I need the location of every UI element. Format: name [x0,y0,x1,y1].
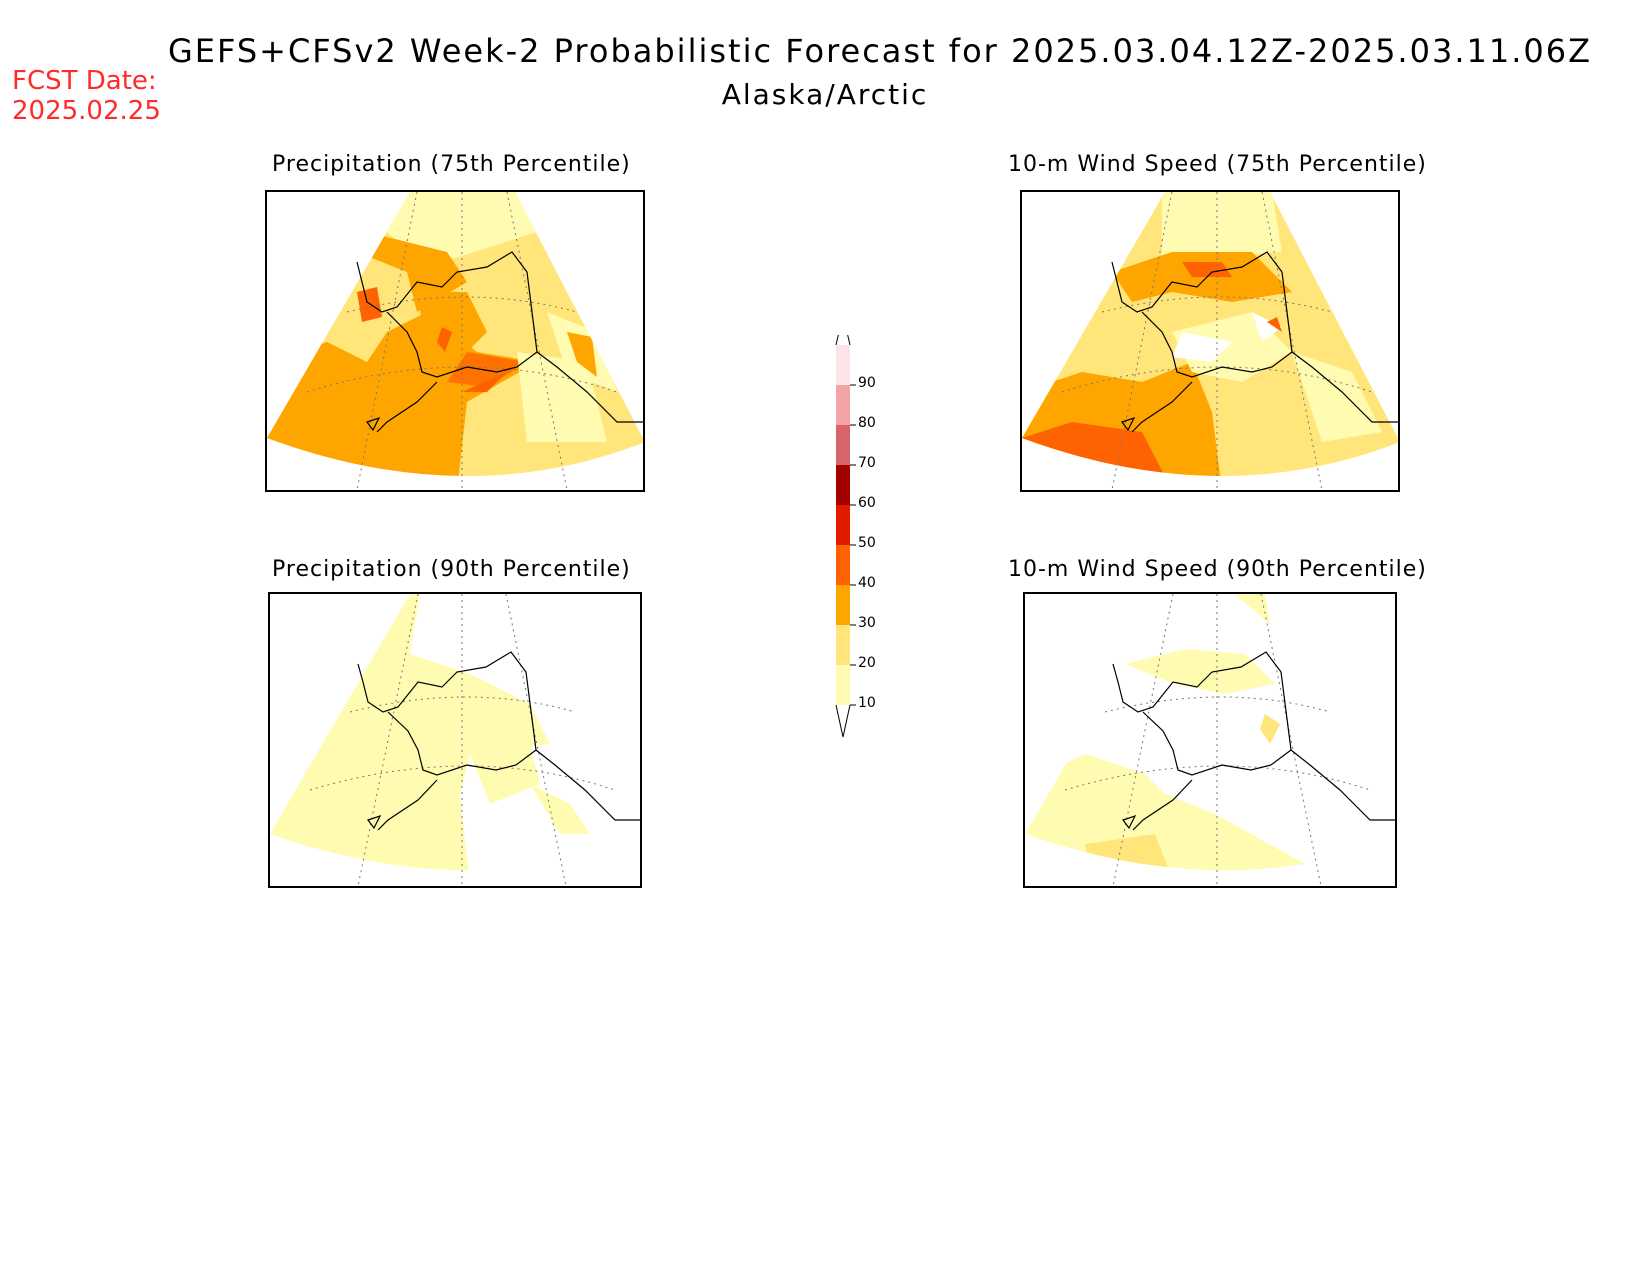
colorbar-tick-label: 70 [858,455,876,471]
colorbar-swatch [836,545,850,585]
colorbar-top-wedge [835,314,851,346]
colorbar-tick-label: 30 [858,615,876,631]
colorbar-tick-label: 90 [858,375,876,391]
colorbar-swatch [836,425,850,465]
colorbar-swatch [836,665,850,705]
map-wind-90 [1023,592,1397,888]
colorbar-swatch [836,465,850,505]
region-subtitle: Alaska/Arctic [721,78,929,111]
panel-title-wind-90: 10-m Wind Speed (90th Percentile) [1008,557,1427,582]
panel-title-precip-90: Precipitation (90th Percentile) [272,557,631,582]
panel-title-precip-75: Precipitation (75th Percentile) [272,152,631,177]
colorbar-swatch [836,385,850,425]
colorbar-bottom-wedge [835,704,851,738]
colorbar: 10 20 30 40 50 60 70 80 90 [820,314,880,749]
fcst-date-value: 2025.02.25 [12,96,161,126]
colorbar-tick-label: 80 [858,415,876,431]
colorbar-tick-label: 60 [858,495,876,511]
colorbar-swatch [836,625,850,665]
page-title: GEFS+CFSv2 Week-2 Probabilistic Forecast… [167,32,1593,70]
colorbar-swatch [836,345,850,385]
panel-title-wind-75: 10-m Wind Speed (75th Percentile) [1008,152,1427,177]
fcst-date-label: FCST Date: [12,66,157,96]
colorbar-tick-label: 10 [858,695,876,711]
colorbar-swatch [836,505,850,545]
map-wind-75 [1020,190,1400,492]
colorbar-tick-label: 20 [858,655,876,671]
map-precip-75 [265,190,645,492]
colorbar-tick-label: 40 [858,575,876,591]
colorbar-swatch [836,585,850,625]
colorbar-tick-label: 50 [858,535,876,551]
map-precip-90 [268,592,642,888]
